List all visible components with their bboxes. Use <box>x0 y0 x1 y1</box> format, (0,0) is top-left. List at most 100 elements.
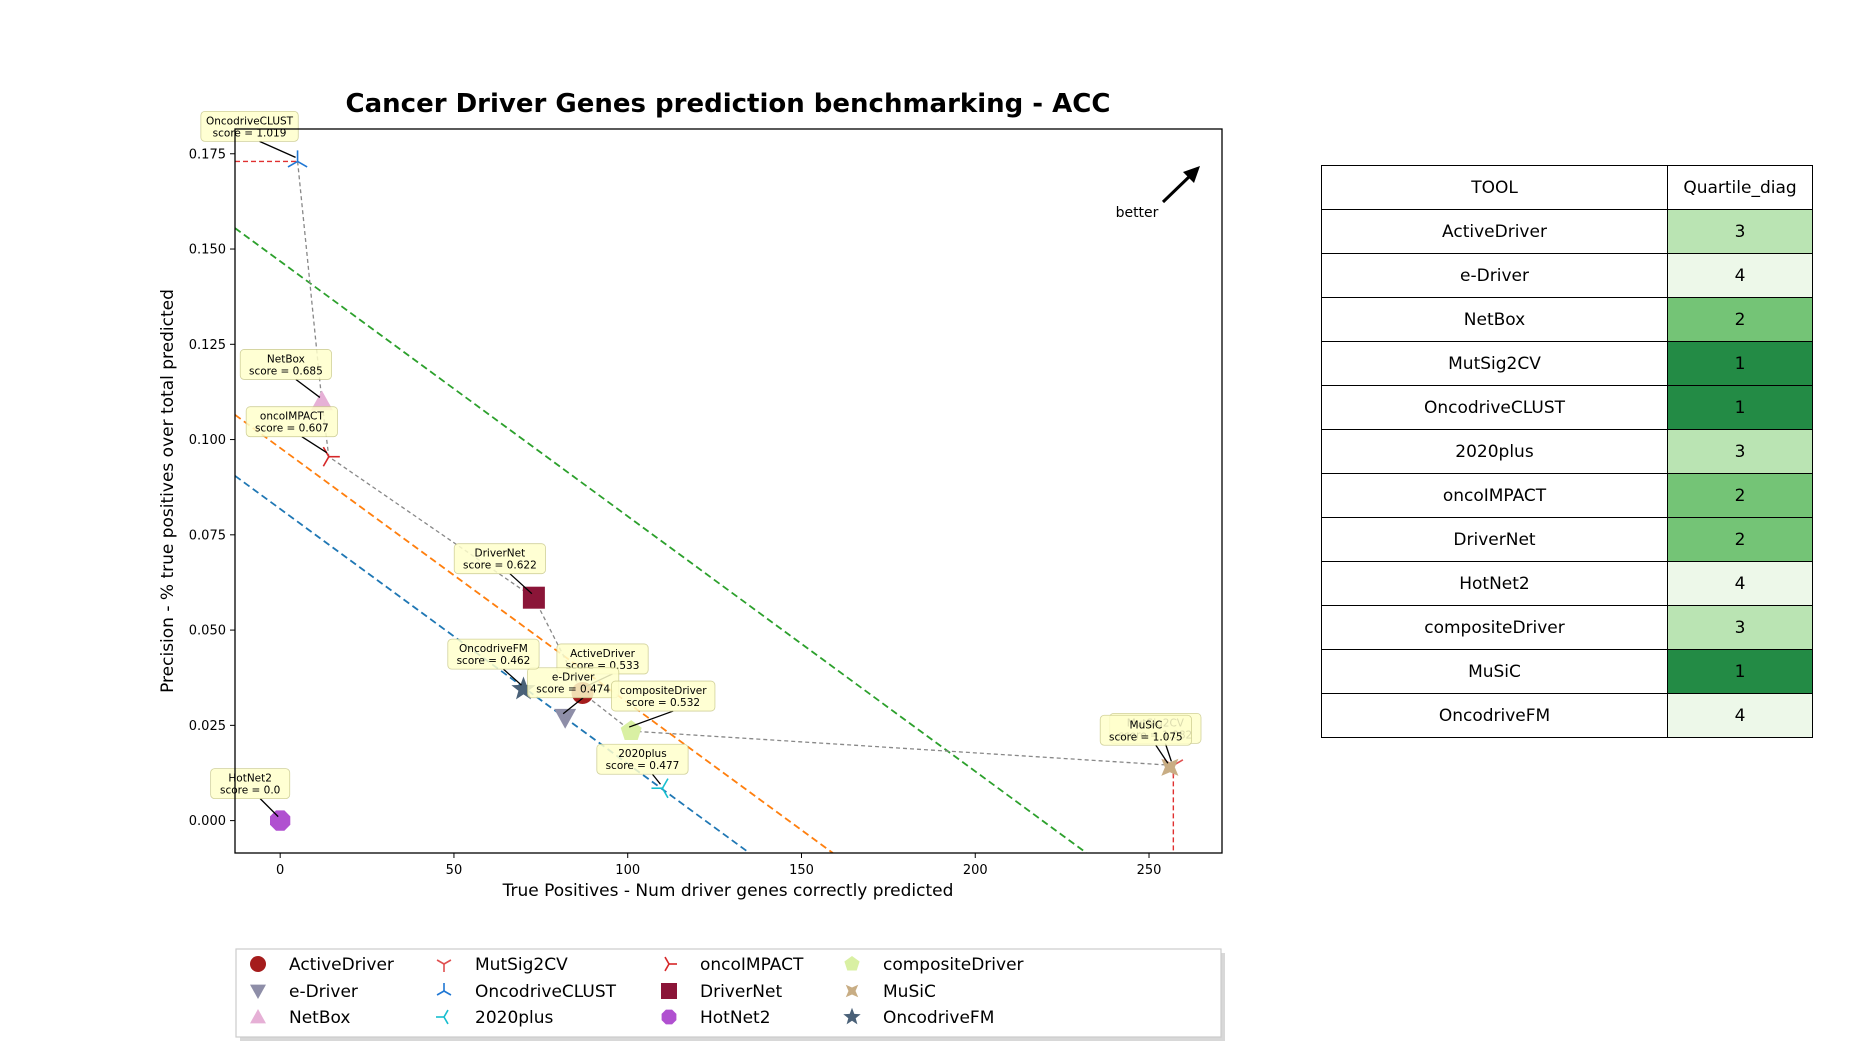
legend-label: MuSiC <box>883 982 936 1002</box>
point-e-driver <box>554 708 577 729</box>
annotation-arrow <box>1155 744 1169 764</box>
cell-quartile: 1 <box>1667 341 1813 386</box>
legend-marker-arm-2 <box>664 963 670 972</box>
legend-marker <box>661 983 677 999</box>
cell-tool: ActiveDriver <box>1321 209 1668 254</box>
legend-label: MutSig2CV <box>475 955 568 975</box>
y-tick-label: 0.025 <box>189 719 226 734</box>
legend-label: 2020plus <box>475 1008 554 1028</box>
better-arrow-shaft <box>1161 172 1194 204</box>
chart-title: Cancer Driver Genes prediction benchmark… <box>346 89 1111 119</box>
legend-marker-arm-1 <box>664 956 670 965</box>
legend-marker-arm-1 <box>436 990 445 996</box>
x-tick-label: 0 <box>276 863 284 878</box>
better-arrow-icon <box>1183 166 1200 183</box>
y-tick-label: 0.125 <box>189 338 226 353</box>
cell-tool: compositeDriver <box>1321 605 1668 650</box>
y-tick-label: 0.175 <box>189 147 226 162</box>
pareto-line <box>296 161 1174 767</box>
annotation-name: DriverNet <box>475 548 526 560</box>
cell-tool: OncodriveFM <box>1321 693 1668 738</box>
cell-tool: DriverNet <box>1321 517 1668 562</box>
y-axis-label: Precision - % true positives over total … <box>158 289 178 693</box>
chart-legend: ActiveDriver e-Driver NetBox MutSig2CV Oncod… <box>235 948 1225 1041</box>
annotation-arrow <box>295 378 321 398</box>
plot-frame <box>234 128 1223 854</box>
point-oncodriveclust <box>287 150 308 168</box>
cell-tool: 2020plus <box>1321 429 1668 474</box>
y-tick-label: 0.100 <box>189 433 226 448</box>
annotation-score: score = 0.474 <box>536 684 610 696</box>
annotation-box <box>245 406 338 438</box>
header-quartile: Quartile_diag <box>1667 165 1813 210</box>
cell-quartile: 4 <box>1667 693 1813 738</box>
point-2020plus <box>651 778 669 799</box>
data-points <box>270 150 1184 831</box>
point-2020plus-arm-2 <box>661 778 669 789</box>
x-axis-ticks: 0 50 100 150 200 250 <box>276 853 1161 878</box>
legend-marker <box>436 1009 449 1025</box>
legend-marker <box>664 956 677 972</box>
cell-quartile: 4 <box>1667 561 1813 606</box>
annotation-arrow <box>301 436 328 454</box>
legend-marker <box>436 959 452 972</box>
annotation-box <box>447 638 540 670</box>
legend-item-oncodrivefm: OncodriveFM <box>843 1007 994 1028</box>
quartile-line-3 <box>235 227 1088 853</box>
x-tick-label: 100 <box>615 863 640 878</box>
legend-label: OncodriveCLUST <box>475 982 617 1002</box>
cell-tool: MutSig2CV <box>1321 341 1668 386</box>
annotation-name: ActiveDriver <box>570 648 635 660</box>
legend-frame <box>235 948 1222 1038</box>
point-hotnet2 <box>270 810 291 831</box>
legend-items: ActiveDriver e-Driver NetBox MutSig2CV Oncod… <box>250 955 1024 1028</box>
annotation-score: score = 0.685 <box>249 365 323 377</box>
legend-marker-arm-1 <box>443 959 452 965</box>
annotation-score: score = 0.532 <box>626 697 700 709</box>
better-label: better <box>1116 205 1159 221</box>
annotation-name: oncoIMPACT <box>260 411 324 423</box>
annotation-score: score = 0.622 <box>463 560 537 572</box>
table-body: ActiveDriver 3 e-Driver 4 NetBox 2 MutSig2CV 1 O… <box>1321 209 1813 738</box>
legend-item-netbox: NetBox <box>250 1008 350 1028</box>
y-tick-label: 0.000 <box>189 814 226 829</box>
pareto-frontier <box>235 160 1175 853</box>
legend-label: HotNet2 <box>700 1008 771 1028</box>
table-header-row: TOOL Quartile_diag <box>1321 165 1813 210</box>
legend-label: compositeDriver <box>883 955 1024 975</box>
point-oncodrivefm <box>511 676 536 700</box>
annotation-arrow <box>259 140 296 158</box>
cell-quartile: 3 <box>1667 209 1813 254</box>
table-row: HotNet2 4 <box>1321 561 1813 606</box>
point-oncodriveclust-arm-2 <box>297 160 308 168</box>
annotation-box <box>210 768 291 800</box>
annotation-box <box>596 743 689 775</box>
annotation-box <box>453 543 546 575</box>
cell-tool: OncodriveCLUST <box>1321 385 1668 430</box>
table-row: MutSig2CV 1 <box>1321 341 1813 386</box>
legend-item-music: MuSiC <box>845 982 936 1002</box>
point-oncoimpact-arm-2 <box>322 456 330 467</box>
table-row: MuSiC 1 <box>1321 649 1813 694</box>
legend-label: DriverNet <box>700 982 782 1002</box>
annotation-name: OncodriveFM <box>459 643 528 655</box>
annotation-score: score = 1.075 <box>1109 731 1183 743</box>
y-axis-ticks: 0.000 0.025 0.050 0.075 0.100 0.125 0.150 0.175 <box>189 147 235 829</box>
annotation-arrow <box>509 573 533 595</box>
x-tick-label: 250 <box>1137 863 1162 878</box>
legend-item-oncodriveclust: OncodriveCLUST <box>436 982 617 1002</box>
annotation-box <box>611 680 716 712</box>
legend-marker-arm-2 <box>443 1009 449 1018</box>
x-tick-label: 150 <box>789 863 814 878</box>
point-2020plus-arm-1 <box>661 787 669 799</box>
